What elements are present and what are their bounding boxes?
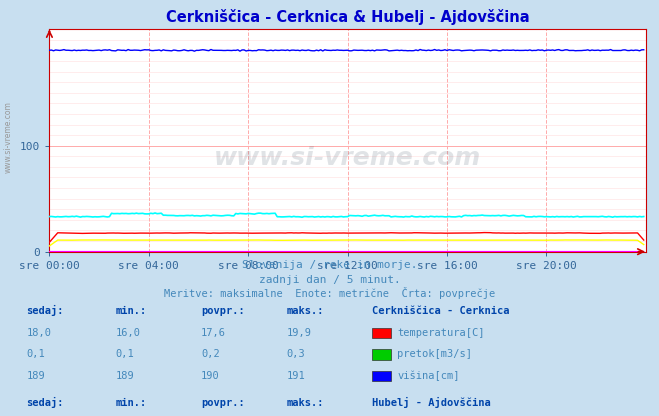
Text: zadnji dan / 5 minut.: zadnji dan / 5 minut. <box>258 275 401 285</box>
Text: sedaj:: sedaj: <box>26 397 64 408</box>
Text: Meritve: maksimalne  Enote: metrične  Črta: povprečje: Meritve: maksimalne Enote: metrične Črta… <box>164 287 495 299</box>
Text: 0,3: 0,3 <box>287 349 305 359</box>
Text: 18,0: 18,0 <box>26 328 51 338</box>
Text: min.:: min.: <box>115 306 146 316</box>
Text: Hubelj - Ajdovščina: Hubelj - Ajdovščina <box>372 397 491 408</box>
Text: 0,1: 0,1 <box>115 349 134 359</box>
Text: povpr.:: povpr.: <box>201 306 244 316</box>
Text: Slovenija / reke in morje.: Slovenija / reke in morje. <box>242 260 417 270</box>
Text: 19,9: 19,9 <box>287 328 312 338</box>
Text: 0,1: 0,1 <box>26 349 45 359</box>
Text: maks.:: maks.: <box>287 306 324 316</box>
Text: 16,0: 16,0 <box>115 328 140 338</box>
Title: Cerkniščica - Cerknica & Hubelj - Ajdovščina: Cerkniščica - Cerknica & Hubelj - Ajdovš… <box>166 9 529 25</box>
Text: sedaj:: sedaj: <box>26 305 64 316</box>
Text: Cerkniščica - Cerknica: Cerkniščica - Cerknica <box>372 306 510 316</box>
Text: min.:: min.: <box>115 398 146 408</box>
Text: 0,2: 0,2 <box>201 349 219 359</box>
Text: maks.:: maks.: <box>287 398 324 408</box>
Text: 189: 189 <box>115 371 134 381</box>
Text: 189: 189 <box>26 371 45 381</box>
Text: višina[cm]: višina[cm] <box>397 371 460 381</box>
Text: temperatura[C]: temperatura[C] <box>397 328 485 338</box>
Text: www.si-vreme.com: www.si-vreme.com <box>214 146 481 170</box>
Text: 191: 191 <box>287 371 305 381</box>
Text: povpr.:: povpr.: <box>201 398 244 408</box>
Text: 190: 190 <box>201 371 219 381</box>
Text: 17,6: 17,6 <box>201 328 226 338</box>
Text: pretok[m3/s]: pretok[m3/s] <box>397 349 473 359</box>
Text: www.si-vreme.com: www.si-vreme.com <box>4 102 13 173</box>
